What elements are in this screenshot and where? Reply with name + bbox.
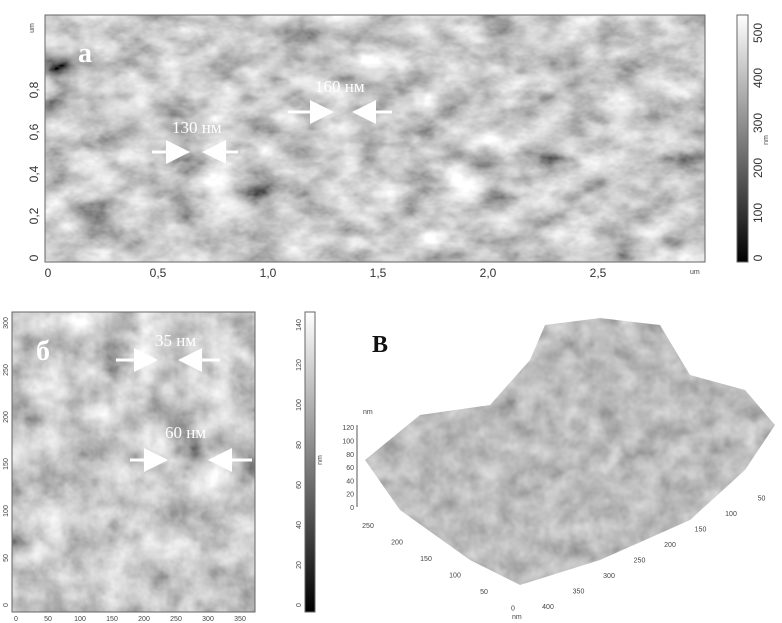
tick-label: 20 bbox=[346, 492, 354, 499]
surface bbox=[360, 310, 780, 590]
tick-label: 2,5 bbox=[590, 266, 607, 280]
tick-label: 100 bbox=[342, 439, 354, 446]
tick-label: 100 bbox=[725, 511, 737, 518]
tick-label: 120 bbox=[342, 425, 354, 432]
tick-label: 0 bbox=[27, 254, 41, 261]
tick-label: 350 bbox=[573, 589, 585, 596]
tick-label: 200 bbox=[664, 542, 676, 549]
tick-label: 350 bbox=[234, 616, 246, 623]
annotation: 160 нм bbox=[315, 77, 365, 96]
tick-label: 250 bbox=[170, 616, 182, 623]
tick-label: 50 bbox=[3, 554, 10, 562]
tick-label: 50 bbox=[758, 496, 766, 503]
panel-label: а bbox=[78, 38, 92, 69]
tick-label: 140 bbox=[296, 319, 303, 331]
tick-label: 0,5 bbox=[150, 266, 167, 280]
tick-label: 2,0 bbox=[480, 266, 497, 280]
colorbar-unit: nm bbox=[763, 135, 770, 145]
annotation: 130 нм bbox=[172, 118, 222, 137]
tick-label: 100 bbox=[296, 399, 303, 411]
tick-label: 0,2 bbox=[27, 207, 41, 224]
tick-label: 0,4 bbox=[27, 165, 41, 182]
tick-label: 300 bbox=[3, 317, 10, 329]
tick-label: 400 bbox=[751, 68, 765, 88]
annotation: 35 нм bbox=[155, 331, 196, 350]
tick-label: 0 bbox=[751, 254, 765, 261]
tick-label: 250 bbox=[3, 364, 10, 376]
tick-label: 150 bbox=[420, 556, 432, 563]
tick-label: 60 bbox=[296, 481, 303, 489]
tick-label: 150 bbox=[106, 616, 118, 623]
tick-label: 50 bbox=[480, 589, 488, 596]
tick-label: 200 bbox=[138, 616, 150, 623]
tick-label: 150 bbox=[695, 527, 707, 534]
tick-label: 0,8 bbox=[27, 81, 41, 98]
tick-label: 1,5 bbox=[370, 266, 387, 280]
axis-unit: nm bbox=[363, 409, 373, 416]
tick-label: 60 bbox=[346, 465, 354, 472]
tick-label: 40 bbox=[346, 478, 354, 485]
tick-label: 250 bbox=[362, 523, 374, 530]
tick-label: 100 bbox=[74, 616, 86, 623]
tick-label: 0 bbox=[3, 603, 10, 607]
figure: а 160 нм 130 нм um um nm б 35 нм 60 нм n… bbox=[0, 0, 782, 623]
colorbar-unit: nm bbox=[317, 455, 324, 465]
panel-label: б bbox=[36, 336, 50, 367]
tick-label: 120 bbox=[296, 359, 303, 371]
tick-label: 150 bbox=[3, 458, 10, 470]
axis-unit: nm bbox=[512, 614, 522, 621]
tick-label: 100 bbox=[449, 573, 461, 580]
tick-label: 300 bbox=[603, 573, 615, 580]
tick-label: 0,6 bbox=[27, 123, 41, 140]
annotation: 60 нм bbox=[165, 423, 206, 442]
tick-label: 300 bbox=[751, 113, 765, 133]
tick-label: 500 bbox=[751, 23, 765, 43]
tick-label: 100 bbox=[3, 505, 10, 517]
panel-label: В bbox=[372, 332, 388, 358]
tick-label: 20 bbox=[296, 561, 303, 569]
axis-unit: um bbox=[29, 23, 36, 33]
tick-label: 0 bbox=[511, 606, 515, 613]
colorbar bbox=[305, 312, 315, 612]
tick-label: 80 bbox=[346, 452, 354, 459]
tick-label: 0 bbox=[296, 603, 303, 607]
tick-label: 250 bbox=[634, 558, 646, 565]
afm-image bbox=[45, 15, 705, 262]
tick-label: 0 bbox=[14, 616, 18, 623]
tick-label: 0 bbox=[45, 266, 52, 280]
axis-unit: um bbox=[690, 269, 700, 276]
tick-label: 40 bbox=[296, 521, 303, 529]
tick-label: 400 bbox=[542, 604, 554, 611]
tick-label: 200 bbox=[391, 540, 403, 547]
tick-label: 80 bbox=[296, 441, 303, 449]
tick-label: 0 bbox=[350, 505, 354, 512]
tick-label: 200 bbox=[751, 158, 765, 178]
tick-label: 100 bbox=[751, 203, 765, 223]
tick-label: 50 bbox=[44, 616, 52, 623]
colorbar bbox=[737, 15, 748, 262]
tick-label: 300 bbox=[202, 616, 214, 623]
tick-label: 200 bbox=[3, 411, 10, 423]
tick-label: 1,0 bbox=[260, 266, 277, 280]
